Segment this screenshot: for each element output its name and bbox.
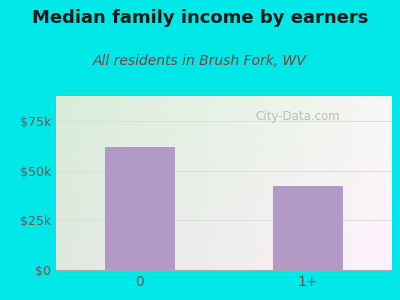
- Text: All residents in Brush Fork, WV: All residents in Brush Fork, WV: [93, 54, 307, 68]
- Bar: [105, 147, 175, 270]
- Text: Median family income by earners: Median family income by earners: [32, 9, 368, 27]
- Text: City-Data.com: City-Data.com: [256, 110, 340, 123]
- Bar: [273, 187, 343, 270]
